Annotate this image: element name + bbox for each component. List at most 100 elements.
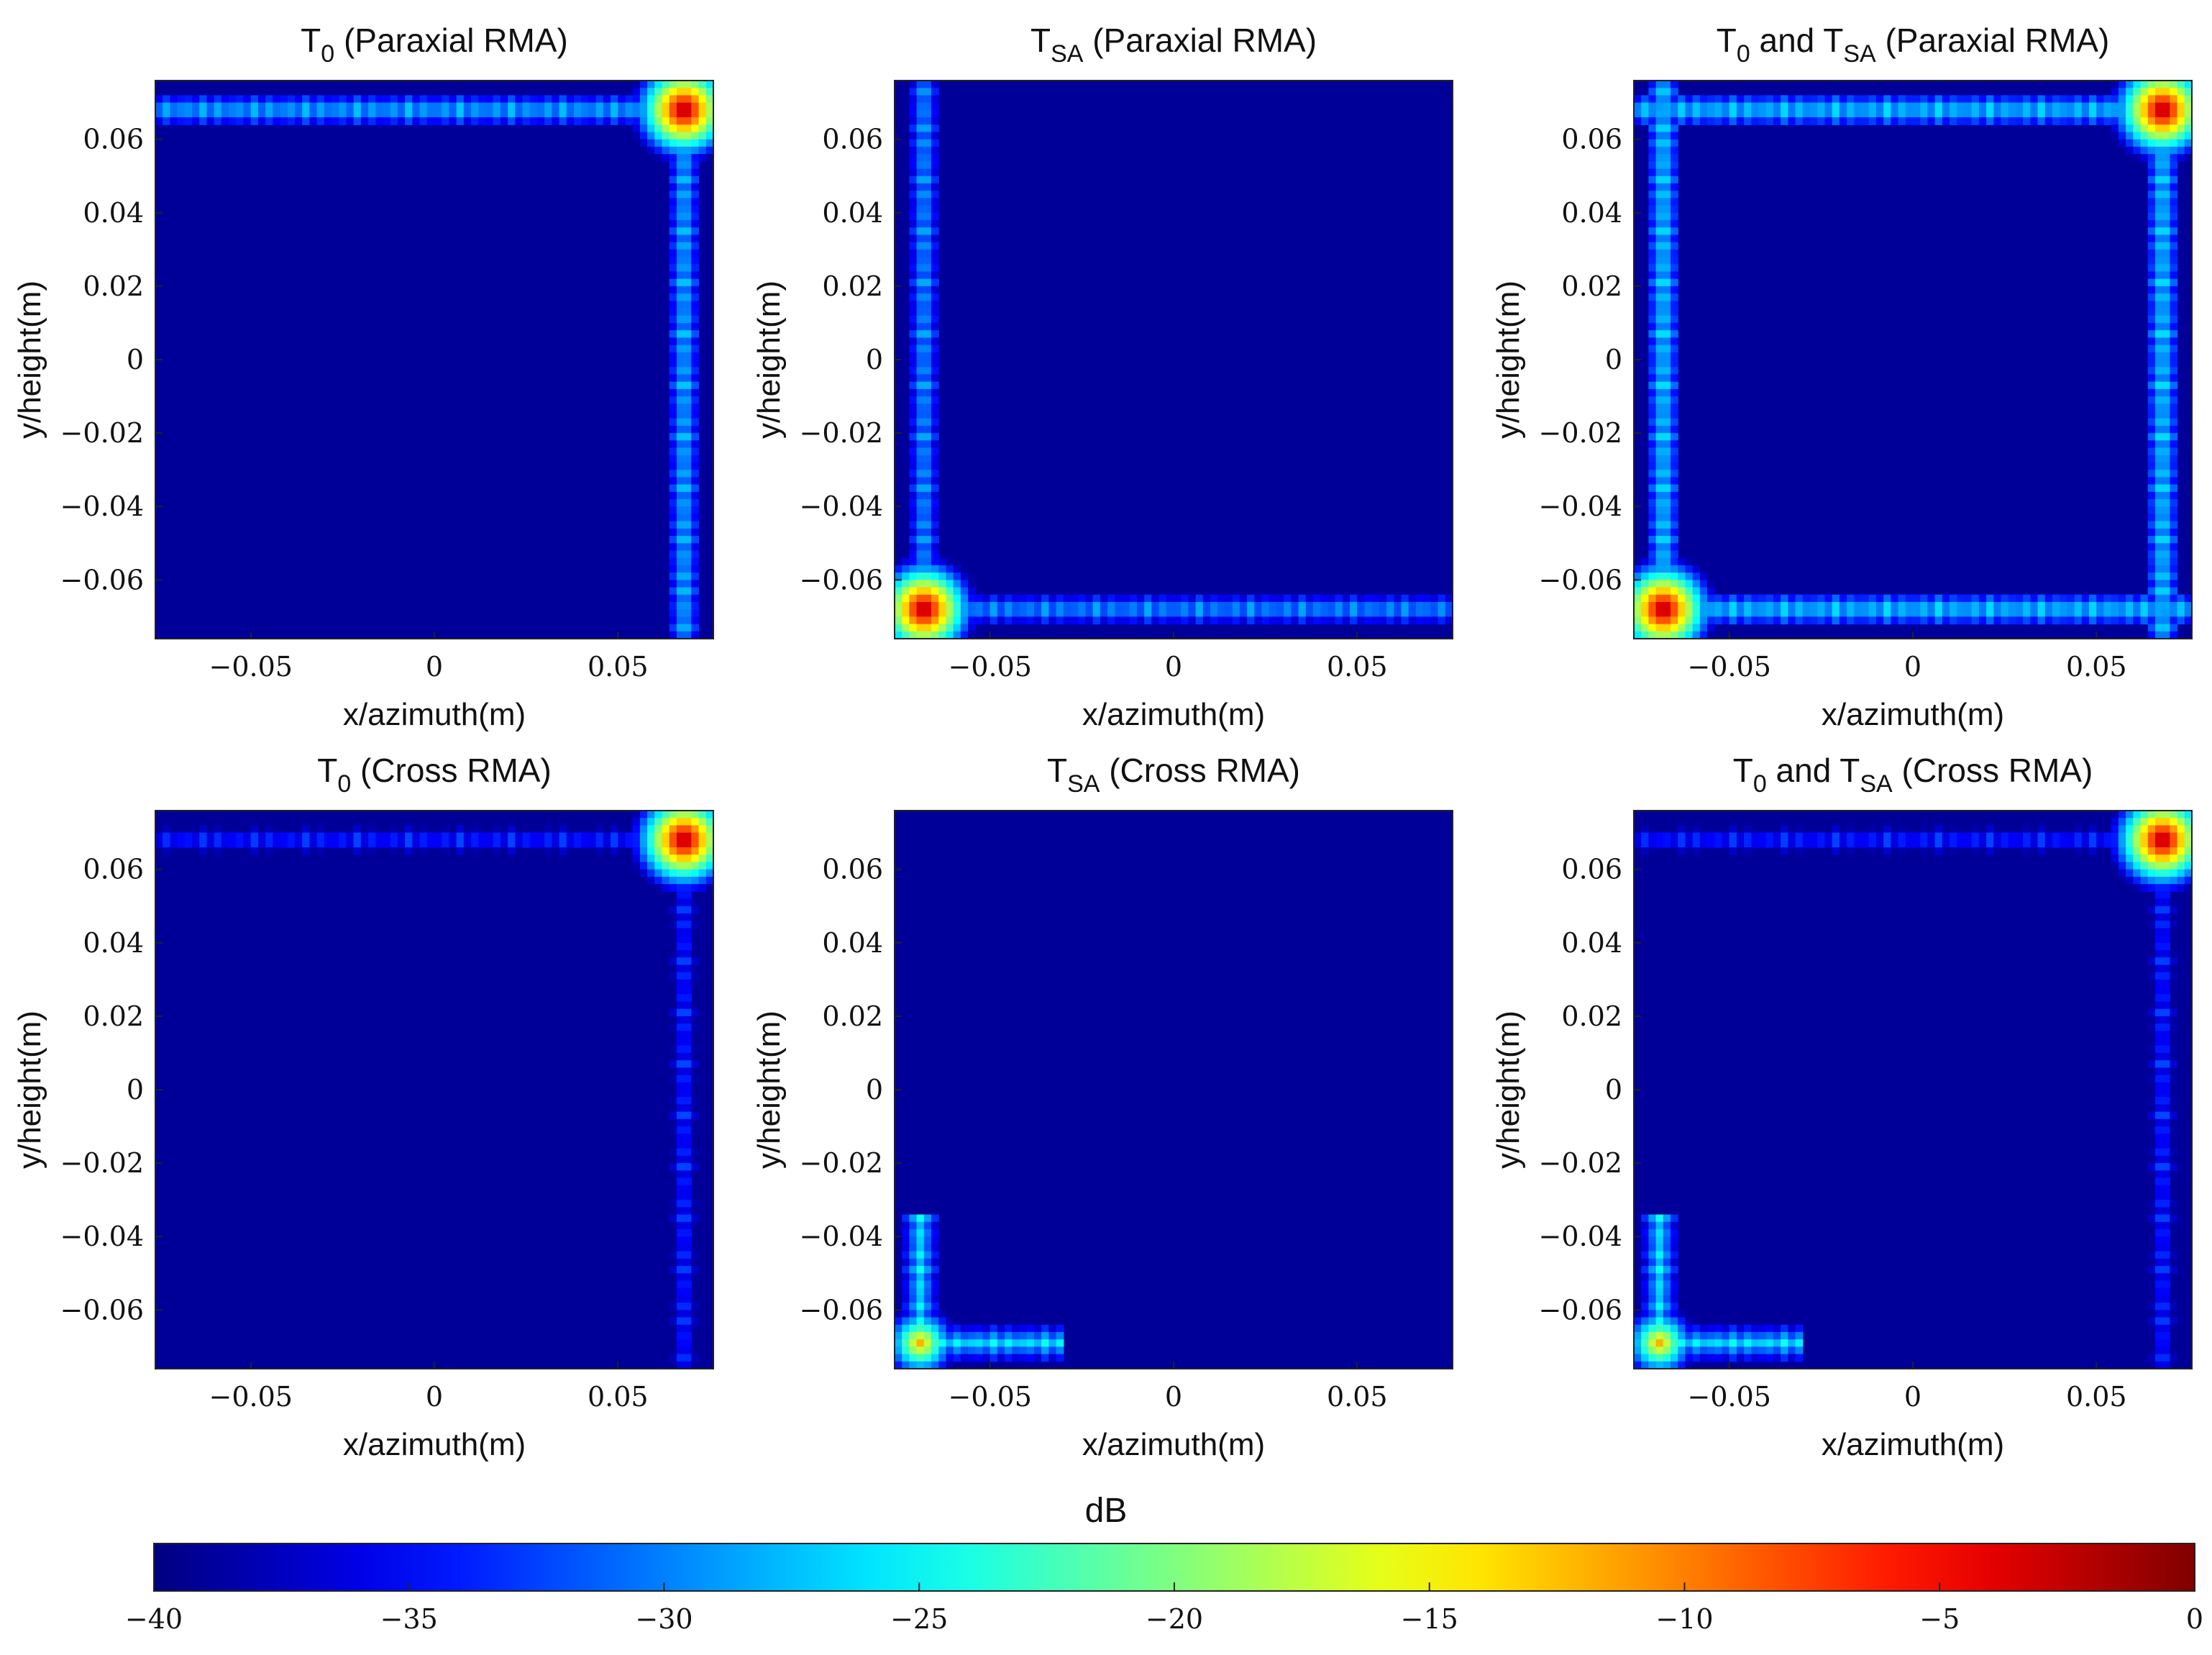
heatmap-cell: [1041, 609, 1050, 617]
heatmap-cell: [1641, 839, 1650, 848]
heatmap-cell: [390, 832, 398, 841]
heatmap-cell: [909, 440, 918, 449]
heatmap-cell: [1350, 616, 1358, 625]
heatmap-cell: [916, 227, 925, 236]
heatmap-cell: [2118, 124, 2126, 133]
heatmap-cell: [982, 601, 991, 610]
heatmap-cell: [1817, 832, 1826, 841]
heatmap-cell: [1671, 146, 1678, 155]
heatmap-cell: [332, 109, 339, 118]
heatmap-cell: [1913, 616, 1921, 625]
heatmap-cell: [1305, 609, 1314, 617]
heatmap-cell: [654, 854, 663, 863]
heatmap-cell: [2147, 921, 2156, 929]
heatmap-cell: [669, 514, 677, 522]
heatmap-cell: [500, 102, 508, 111]
heatmap-cell: [2147, 906, 2156, 914]
heatmap-cell: [295, 95, 303, 104]
heatmap-cell: [1239, 609, 1248, 617]
heatmap-cell: [923, 381, 932, 390]
heatmap-cell: [2162, 220, 2170, 228]
heatmap-cell: [1195, 616, 1204, 625]
heatmap-cell: [1751, 1354, 1760, 1362]
heatmap-cell: [1883, 117, 1891, 125]
heatmap-cell: [2162, 1346, 2170, 1355]
heatmap-cell: [1641, 1310, 1650, 1318]
heatmap-cell: [1986, 847, 1994, 855]
heatmap-cell: [691, 286, 700, 294]
heatmap-cell: [676, 550, 685, 559]
heatmap-cell: [1005, 601, 1013, 610]
heatmap-cell: [419, 832, 428, 841]
heatmap-cell: [2170, 352, 2178, 360]
heatmap-cell: [916, 1221, 925, 1230]
heatmap-cell: [639, 811, 648, 819]
heatmap-cell: [1663, 95, 1671, 104]
heatmap-cell: [1648, 139, 1657, 147]
heatmap-cell: [2147, 205, 2156, 214]
heatmap-cell: [684, 1016, 692, 1024]
heatmap-cell: [1648, 81, 1657, 88]
heatmap-cell: [1663, 337, 1671, 346]
heatmap-cell: [2015, 616, 2024, 625]
heatmap-cell: [1202, 616, 1211, 625]
heatmap-cell: [1291, 594, 1299, 603]
heatmap-cell: [923, 1273, 932, 1282]
heatmap-cell: [676, 1266, 685, 1274]
heatmap-cell: [2147, 1111, 2156, 1120]
heatmap-cell: [902, 1287, 910, 1296]
heatmap-cell: [1655, 411, 1664, 419]
heatmap-cell: [1129, 601, 1138, 610]
heatmap-cell: [1810, 95, 1818, 104]
y-tick-label: −0.04: [1539, 1221, 1622, 1252]
heatmap-cell: [1648, 278, 1657, 287]
heatmap-cell: [1685, 631, 1694, 639]
heatmap-cell: [931, 491, 939, 500]
heatmap-cell: [1663, 631, 1671, 639]
heatmap-cell: [2147, 536, 2156, 544]
heatmap-cell: [295, 102, 303, 111]
heatmap-cell: [654, 847, 663, 855]
heatmap-cell: [997, 1354, 1005, 1362]
heatmap-cell: [1648, 543, 1657, 552]
heatmap-cell: [931, 1287, 939, 1296]
heatmap-cell: [1810, 609, 1818, 617]
heatmap-cell: [1364, 594, 1373, 603]
heatmap-cell: [1671, 616, 1678, 625]
heatmap-cell: [184, 832, 193, 841]
heatmap-cell: [625, 117, 634, 125]
heatmap-cell: [676, 847, 685, 855]
heatmap-cell: [931, 521, 939, 529]
heatmap-cell: [280, 102, 288, 111]
heatmap-cell: [1641, 1251, 1650, 1259]
heatmap-cell: [2147, 271, 2156, 280]
heatmap-cell: [2081, 839, 2090, 848]
heatmap-cell: [647, 117, 655, 125]
heatmap-cell: [909, 242, 918, 250]
heatmap-cell: [2147, 1060, 2156, 1068]
heatmap-cell: [2133, 876, 2142, 885]
heatmap-cell: [1655, 587, 1664, 596]
heatmap-cell: [684, 1200, 692, 1208]
heatmap-cell: [426, 109, 435, 118]
heatmap-cell: [471, 825, 479, 834]
heatmap-cell: [1934, 594, 1943, 603]
heatmap-cell: [1692, 587, 1701, 596]
heatmap-cell: [654, 95, 663, 104]
heatmap-cell: [1927, 117, 1936, 125]
heatmap-cell: [1655, 832, 1664, 841]
heatmap-cell: [968, 587, 976, 596]
heatmap-cell: [676, 1067, 685, 1076]
heatmap-cell: [909, 528, 918, 537]
heatmap-cell: [1327, 601, 1336, 610]
heatmap-cell: [2111, 854, 2119, 863]
heatmap-cell: [2103, 609, 2112, 617]
heatmap-cell: [2126, 146, 2134, 155]
heatmap-cell: [1950, 839, 1957, 848]
heatmap-cell: [2140, 884, 2149, 892]
heatmap-cell: [2060, 601, 2068, 610]
heatmap-cell: [691, 1097, 700, 1105]
heatmap-cell: [1832, 117, 1840, 125]
heatmap-cell: [676, 972, 685, 980]
heatmap-cell: [588, 117, 597, 125]
